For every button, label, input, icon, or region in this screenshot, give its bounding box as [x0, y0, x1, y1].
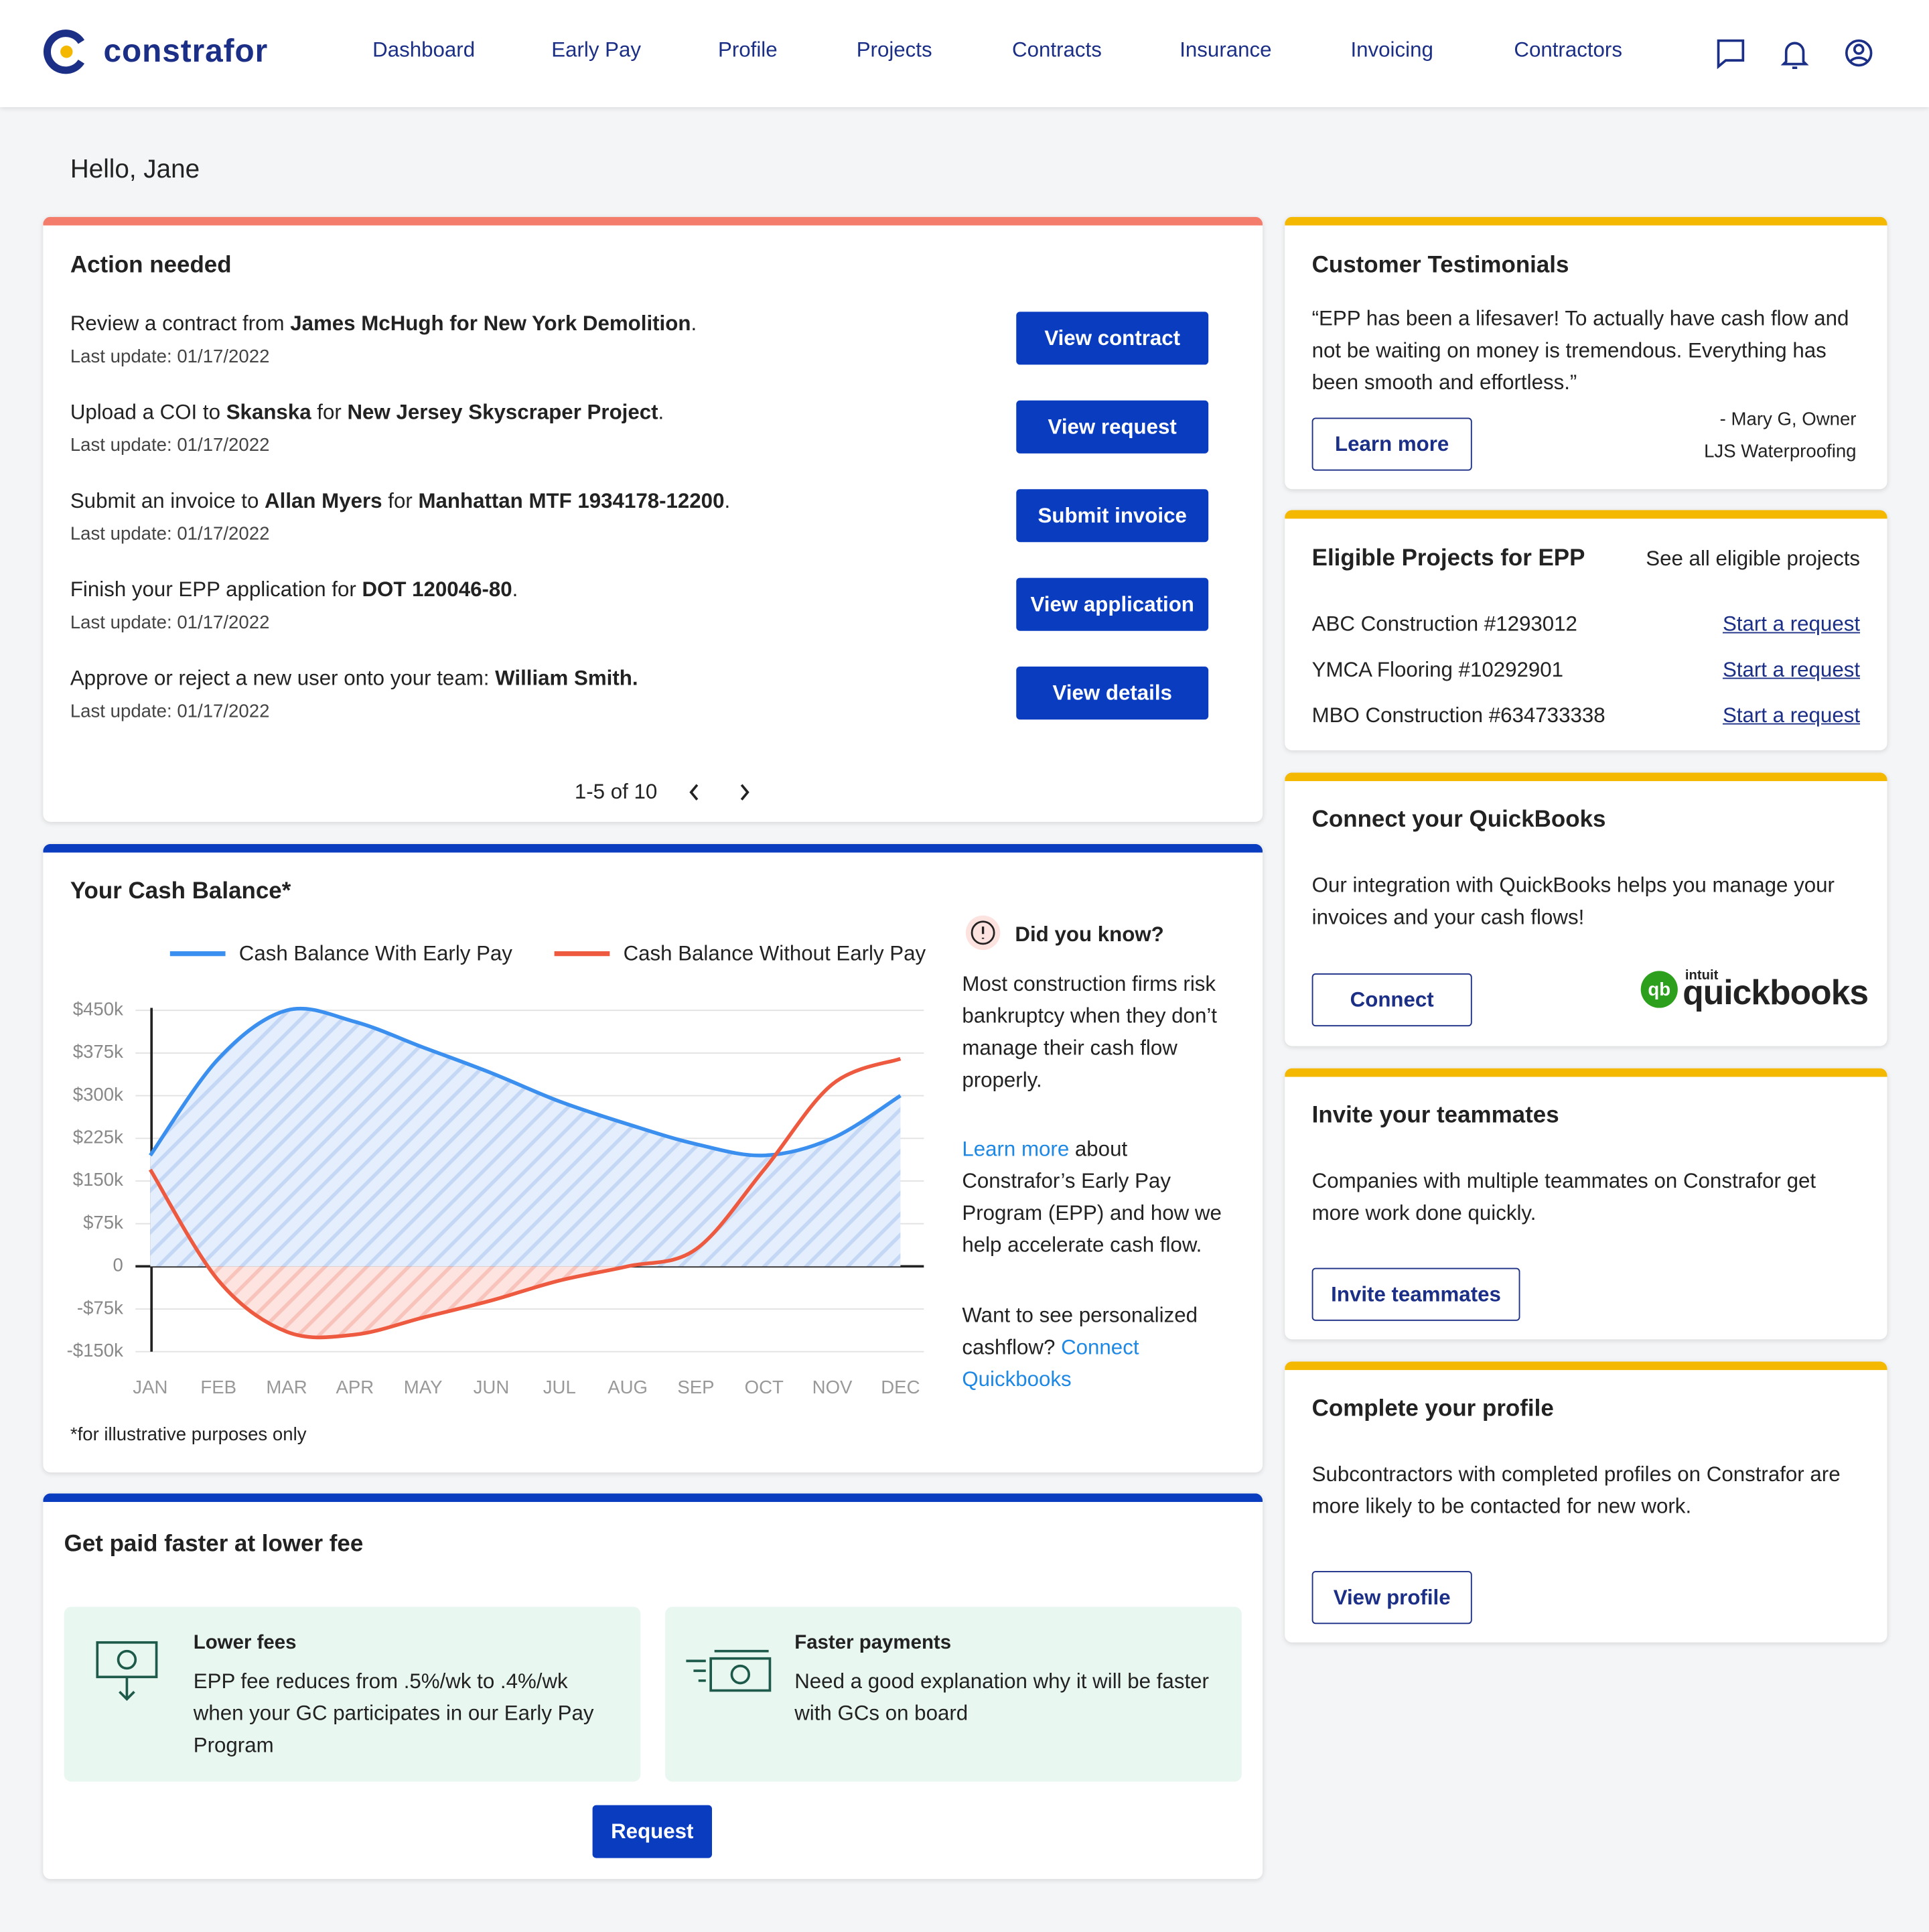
start-request-link[interactable]: Start a request — [1722, 658, 1861, 682]
eligible-card — [1285, 510, 1887, 751]
nav-item[interactable]: Projects — [856, 38, 932, 62]
quote: “EPP has been a lifesaver! To actually h… — [1311, 306, 1849, 395]
card-text: Companies with multiple teammates on Con… — [1311, 1169, 1816, 1225]
text: Submit an invoice to — [70, 489, 265, 513]
last-update: Last update: 01/17/2022 — [70, 435, 270, 456]
action-button[interactable]: View application — [1016, 577, 1209, 631]
link[interactable]: Connect Quickbooks — [962, 1335, 1139, 1391]
bold-text: Allan Myers — [265, 489, 382, 513]
card-title: Customer Testimonials — [1311, 253, 1569, 279]
text: . — [658, 400, 664, 424]
card-title: Complete your profile — [1311, 1395, 1554, 1422]
did-you-know-title: Did you know? — [1015, 922, 1164, 947]
last-update: Last update: 01/17/2022 — [70, 612, 270, 634]
last-update: Last update: 01/17/2022 — [70, 701, 270, 722]
invite-button[interactable]: Invite teammates — [1311, 1267, 1520, 1321]
text: Finish your EPP application for — [70, 577, 362, 602]
bold-text: Manhattan MTF 1934178-12200 — [418, 489, 725, 513]
card-title: Action needed — [70, 253, 232, 279]
bold-text: William Smith. — [495, 667, 638, 691]
card-title: Eligible Projects for EPP — [1311, 545, 1585, 572]
card-title: Connect your QuickBooks — [1311, 807, 1606, 833]
qb-brand: intuit — [1685, 968, 1719, 983]
footnote: *for illustrative purposes only — [70, 1424, 307, 1446]
last-update: Last update: 01/17/2022 — [70, 346, 270, 368]
action-text: Review a contract from James McHugh for … — [70, 311, 697, 338]
bold-text: James McHugh for New York Demolition — [290, 312, 691, 336]
logo-text: constrafor — [103, 31, 269, 70]
top-bar — [0, 0, 1929, 108]
action-button[interactable]: View contract — [1016, 312, 1209, 365]
nav-item[interactable]: Dashboard — [372, 38, 476, 62]
project-name: YMCA Flooring #10292901 — [1311, 658, 1564, 682]
text: Want to see personalized cashflow? — [962, 1303, 1198, 1359]
nav-item[interactable]: Early Pay — [551, 38, 642, 62]
card-title: Your Cash Balance* — [70, 878, 291, 905]
card-text: Subcontractors with completed profiles o… — [1311, 1462, 1841, 1519]
action-button[interactable]: Submit invoice — [1016, 489, 1209, 543]
nav-item[interactable]: Invoicing — [1350, 38, 1433, 62]
benefit-title: Lower fees — [193, 1633, 297, 1654]
text: . — [512, 577, 518, 602]
bold-text: DOT 120046-80 — [362, 577, 512, 602]
text: . — [691, 312, 697, 336]
see-all-link[interactable]: See all eligible projects — [1646, 547, 1861, 571]
pagination: 1-5 of 10 — [574, 780, 658, 804]
did-you-know-text: Learn more about Constrafor’s Early Pay … — [962, 1133, 1235, 1261]
nav-item[interactable]: Contracts — [1012, 38, 1102, 62]
nav-item[interactable]: Insurance — [1180, 38, 1272, 62]
greeting: Hello, Jane — [70, 155, 200, 184]
link[interactable]: Learn more — [962, 1137, 1070, 1161]
benefit-text: EPP fee reduces from .5%/wk to .4%/wk wh… — [193, 1669, 594, 1757]
text: Review a contract from — [70, 312, 291, 336]
profile-card — [1285, 1361, 1887, 1643]
last-update: Last update: 01/17/2022 — [70, 523, 270, 545]
start-request-link[interactable]: Start a request — [1722, 612, 1861, 636]
action-button[interactable]: View details — [1016, 667, 1209, 720]
benefit-text: Need a good explanation why it will be f… — [794, 1669, 1209, 1726]
card-text: Our integration with QuickBooks helps yo… — [1311, 874, 1835, 929]
card-title: Get paid faster at lower fee — [64, 1531, 364, 1558]
action-text: Submit an invoice to Allan Myers for Man… — [70, 488, 730, 514]
benefit-box — [64, 1606, 641, 1782]
text: . — [724, 489, 731, 513]
text: Upload a COI to — [70, 400, 226, 424]
text: for — [311, 400, 348, 424]
project-name: MBO Construction #634733338 — [1311, 703, 1605, 728]
text: for — [382, 489, 419, 513]
did-you-know-text: Want to see personalized cashflow? Conne… — [962, 1300, 1235, 1395]
author: - Mary G, Owner — [1719, 409, 1857, 430]
action-text: Finish your EPP application for DOT 1200… — [70, 577, 518, 604]
action-text: Upload a COI to Skanska for New Jersey S… — [70, 399, 664, 426]
did-you-know-text: Most construction firms risk bankruptcy … — [962, 969, 1235, 1097]
connect-button[interactable]: Connect — [1311, 973, 1472, 1027]
action-text: Approve or reject a new user onto your t… — [70, 665, 638, 692]
nav-item[interactable]: Profile — [718, 38, 778, 62]
benefit-box — [665, 1606, 1242, 1782]
learn-more-button[interactable]: Learn more — [1311, 417, 1472, 471]
nav-item[interactable]: Contractors — [1514, 38, 1622, 62]
bold-text: Skanska — [226, 400, 311, 424]
project-name: ABC Construction #1293012 — [1311, 612, 1577, 636]
qb-name: quickbooks — [1683, 973, 1869, 1012]
text: Approve or reject a new user onto your t… — [70, 667, 496, 691]
text: Most construction firms risk bankruptcy … — [962, 972, 1217, 1092]
start-request-link[interactable]: Start a request — [1722, 703, 1861, 728]
view-profile-button[interactable]: View profile — [1311, 1571, 1472, 1625]
qb-icon: qb — [1640, 971, 1678, 1008]
bold-text: New Jersey Skyscraper Project — [347, 400, 658, 424]
company: LJS Waterproofing — [1704, 441, 1857, 462]
card-title: Invite your teammates — [1311, 1103, 1559, 1129]
benefit-title: Faster payments — [794, 1633, 952, 1654]
action-button[interactable]: View request — [1016, 400, 1209, 454]
text: about Constrafor’s Early Pay Program (EP… — [962, 1137, 1222, 1257]
request-button[interactable]: Request — [592, 1805, 712, 1858]
